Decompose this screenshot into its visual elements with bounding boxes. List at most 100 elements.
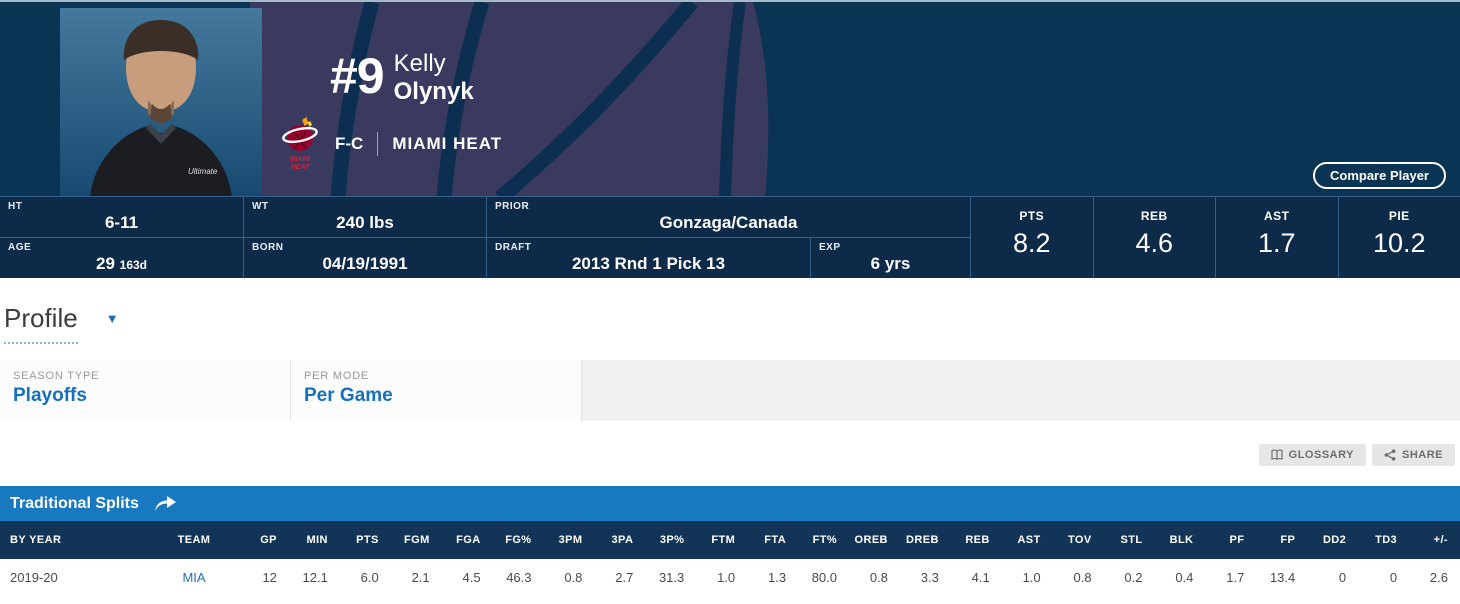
stat-cell: 0.8 xyxy=(564,570,583,585)
summary-pts-label: PTS xyxy=(1019,209,1045,223)
stat-cell: 80.0 xyxy=(811,570,837,585)
bio-born-value: 04/19/1991 xyxy=(322,254,408,273)
stat-cell: 6.0 xyxy=(360,570,379,585)
season-cell: 2019-20 xyxy=(10,570,58,585)
stat-cell: 0 xyxy=(1338,570,1347,585)
miami-heat-logo[interactable]: MIAMI HEAT xyxy=(281,116,319,172)
team-row: MIAMI HEAT F-C MIAMI HEAT xyxy=(281,116,502,172)
compare-player-button[interactable]: Compare Player xyxy=(1313,162,1446,189)
column-header-blk[interactable]: BLK xyxy=(1169,534,1194,546)
column-header-team[interactable]: TEAM xyxy=(177,534,211,546)
per-mode-value: Per Game xyxy=(304,385,393,406)
splits-data-row: 2019-20 MIA 12 12.1 6.0 2.1 4.5 46.3 0.8 2.7 31.3 1… xyxy=(0,559,1460,596)
per-mode-label: PER MODE xyxy=(304,370,370,382)
column-header-3pm[interactable]: 3PM xyxy=(558,534,583,546)
stat-cell: 0.8 xyxy=(1073,570,1092,585)
profile-section-dropdown[interactable]: Profile ▼ xyxy=(4,303,119,344)
player-first-name: Kelly xyxy=(393,50,446,77)
player-name-block: #9 Kelly Olynyk xyxy=(330,46,474,106)
jersey-sponsor-text: Ultimate xyxy=(188,167,218,176)
stat-cell: 0 xyxy=(1389,570,1398,585)
bio-weight-value: 240 lbs xyxy=(336,213,394,232)
bio-height: HT 6-11 xyxy=(0,196,243,237)
summary-ast: AST 1.7 xyxy=(1215,197,1338,278)
bio-experience: EXP 6 yrs xyxy=(810,237,970,278)
position-team-divider xyxy=(377,132,379,156)
team-link[interactable]: MIA xyxy=(182,570,206,585)
bio-weight: WT 240 lbs xyxy=(243,196,486,237)
season-type-select[interactable]: SEASON TYPE Playoffs xyxy=(0,360,291,421)
filter-band: SEASON TYPE Playoffs PER MODE Per Game xyxy=(0,360,1460,421)
bio-weight-label: WT xyxy=(252,201,269,212)
column-header-ftm[interactable]: FTM xyxy=(711,534,736,546)
summary-reb-label: REB xyxy=(1140,209,1168,223)
column-header-stl[interactable]: STL xyxy=(1120,534,1143,546)
per-mode-select[interactable]: PER MODE Per Game xyxy=(291,360,582,421)
stat-cell: 4.5 xyxy=(462,570,481,585)
season-type-label: SEASON TYPE xyxy=(13,370,100,382)
column-header-oreb[interactable]: OREB xyxy=(854,534,888,546)
column-header-fta[interactable]: FTA xyxy=(764,534,787,546)
column-header-min[interactable]: MIN xyxy=(306,534,328,546)
traditional-splits-title: Traditional Splits xyxy=(10,494,139,512)
team-name-link[interactable]: MIAMI HEAT xyxy=(392,134,503,153)
bio-grid: HT 6-11 WT 240 lbs PRIOR Gonzaga/Canada … xyxy=(0,196,970,278)
column-header-td3[interactable]: TD3 xyxy=(1375,534,1398,546)
bio-draft-label: DRAFT xyxy=(495,242,532,253)
forward-arrow-icon[interactable] xyxy=(153,495,177,512)
column-header-3p-[interactable]: 3P% xyxy=(659,534,685,546)
bio-height-value: 6-11 xyxy=(104,213,139,232)
bio-draft-value: 2013 Rnd 1 Pick 13 xyxy=(571,254,726,273)
column-header-fg-[interactable]: FG% xyxy=(505,534,532,546)
column-header-ast[interactable]: AST xyxy=(1017,534,1041,546)
column-header-tov[interactable]: TOV xyxy=(1067,534,1092,546)
column-header-pf[interactable]: PF xyxy=(1229,534,1245,546)
column-header--[interactable]: +/- xyxy=(1433,534,1448,546)
stat-cell: 2.1 xyxy=(411,570,430,585)
column-header-gp[interactable]: GP xyxy=(260,534,277,546)
column-header-fp[interactable]: FP xyxy=(1280,534,1296,546)
stat-cell: 0.4 xyxy=(1175,570,1194,585)
stat-cell: 31.3 xyxy=(658,570,685,585)
stat-cell: 4.1 xyxy=(971,570,990,585)
bio-born-label: BORN xyxy=(252,242,284,253)
player-photo: Ultimate xyxy=(60,8,262,196)
profile-title: Profile xyxy=(4,303,78,344)
player-last-name: Olynyk xyxy=(393,78,474,105)
stat-cell: 0.8 xyxy=(869,570,888,585)
table-actions-row: GLOSSARY SHARE xyxy=(1258,444,1455,466)
stat-cell: 46.3 xyxy=(506,570,532,585)
stat-cell: 1.7 xyxy=(1226,570,1245,585)
column-header-ft-[interactable]: FT% xyxy=(812,534,837,546)
share-button[interactable]: SHARE xyxy=(1371,444,1455,466)
chevron-down-icon: ▼ xyxy=(105,311,119,326)
bio-age-label: AGE xyxy=(8,242,32,253)
stat-cell: 13.4 xyxy=(1269,570,1296,585)
column-header-3pa[interactable]: 3PA xyxy=(611,534,634,546)
stat-cell: 1.0 xyxy=(717,570,736,585)
stat-cell: 12.1 xyxy=(302,570,328,585)
summary-pie: PIE 10.2 xyxy=(1337,197,1460,278)
summary-pts-value: 8.2 xyxy=(1012,228,1051,258)
bio-height-label: HT xyxy=(8,201,23,212)
traditional-splits-title-bar: Traditional Splits xyxy=(0,486,1460,521)
stat-cell: 1.3 xyxy=(768,570,787,585)
share-icon xyxy=(1384,449,1396,461)
summary-pie-label: PIE xyxy=(1388,209,1410,223)
column-header-dd2[interactable]: DD2 xyxy=(1322,534,1347,546)
bio-draft: DRAFT 2013 Rnd 1 Pick 13 xyxy=(486,237,810,278)
stat-cell: 2.7 xyxy=(615,570,634,585)
column-header-reb[interactable]: REB xyxy=(965,534,990,546)
column-header-pts[interactable]: PTS xyxy=(356,534,379,546)
column-header-by-year[interactable]: BY YEAR xyxy=(10,534,62,546)
column-header-fgm[interactable]: FGM xyxy=(404,534,430,546)
summary-pts: PTS 8.2 xyxy=(971,197,1093,278)
summary-ast-value: 1.7 xyxy=(1257,228,1296,258)
column-header-dreb[interactable]: DREB xyxy=(906,534,939,546)
column-header-fga[interactable]: FGA xyxy=(456,534,481,546)
bio-born: BORN 04/19/1991 xyxy=(243,237,486,278)
bio-prior-label: PRIOR xyxy=(495,201,530,212)
bio-prior-value: Gonzaga/Canada xyxy=(659,213,798,232)
glossary-button[interactable]: GLOSSARY xyxy=(1258,444,1366,466)
